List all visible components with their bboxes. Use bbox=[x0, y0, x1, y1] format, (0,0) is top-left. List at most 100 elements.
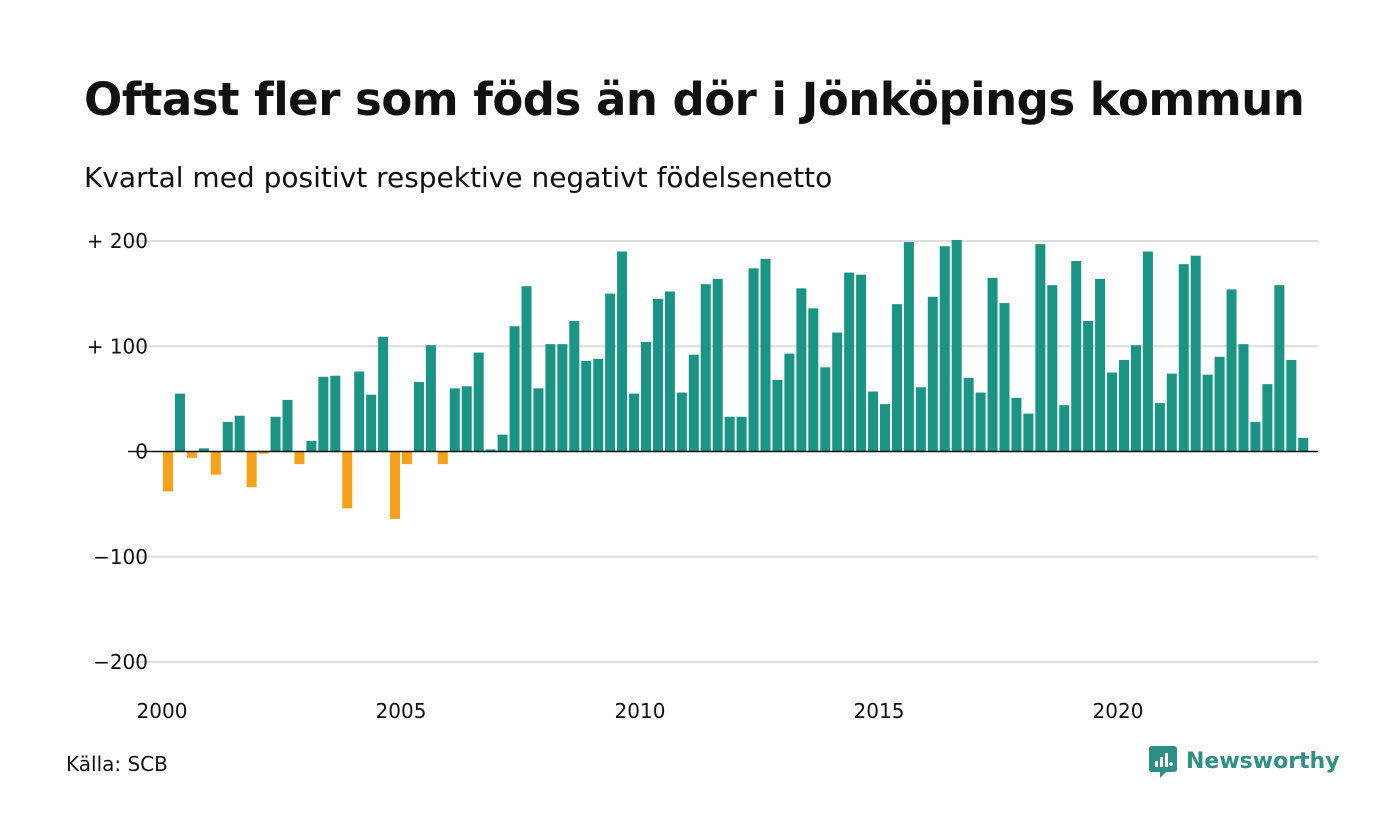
bar bbox=[425, 345, 436, 452]
bar bbox=[1083, 320, 1094, 452]
bar bbox=[258, 451, 269, 454]
bar bbox=[927, 296, 938, 452]
chart-title: Oftast fler som föds än dör i Jönköpings… bbox=[84, 73, 1305, 126]
bar bbox=[868, 391, 879, 452]
bar bbox=[354, 371, 365, 452]
bar bbox=[880, 404, 890, 452]
bar bbox=[545, 344, 556, 452]
bar bbox=[366, 394, 377, 452]
y-tick-label: + 200 bbox=[87, 229, 148, 253]
x-tick-label: 2020 bbox=[1093, 699, 1144, 723]
bar bbox=[210, 451, 221, 475]
bar bbox=[617, 251, 628, 452]
source-note: Källa: SCB bbox=[66, 752, 168, 776]
bar bbox=[234, 415, 245, 452]
bar bbox=[402, 451, 412, 465]
bar bbox=[975, 392, 986, 452]
bar bbox=[760, 258, 771, 452]
bar bbox=[1023, 413, 1034, 452]
bar bbox=[1202, 374, 1213, 452]
bar bbox=[1166, 373, 1177, 452]
bar bbox=[784, 353, 795, 452]
newsworthy-logo-icon bbox=[1149, 746, 1177, 778]
bar bbox=[641, 342, 651, 452]
bar bbox=[569, 320, 580, 452]
y-tick-label: −100 bbox=[93, 545, 148, 569]
bar bbox=[485, 449, 496, 452]
bar bbox=[246, 451, 257, 488]
bar bbox=[1190, 255, 1201, 452]
bar bbox=[856, 274, 867, 452]
bar bbox=[282, 399, 293, 452]
bar bbox=[1214, 356, 1225, 452]
bar bbox=[891, 304, 902, 452]
chart-subtitle: Kvartal med positivt respektive negativt… bbox=[84, 161, 833, 194]
bar bbox=[270, 416, 281, 452]
bar bbox=[1154, 403, 1165, 452]
bar bbox=[1035, 244, 1046, 452]
bar bbox=[1298, 437, 1309, 452]
bar bbox=[1107, 372, 1118, 452]
x-tick-label: 2015 bbox=[854, 699, 905, 723]
bar bbox=[330, 375, 341, 452]
bar bbox=[987, 277, 998, 452]
x-tick-label: 2000 bbox=[137, 699, 188, 723]
bar bbox=[1059, 405, 1070, 452]
bar bbox=[390, 451, 401, 519]
bar bbox=[1274, 285, 1285, 452]
bar bbox=[963, 377, 974, 452]
bar bbox=[473, 352, 484, 452]
bar bbox=[808, 308, 819, 452]
bar bbox=[533, 388, 544, 452]
bar bbox=[605, 293, 616, 452]
bar bbox=[1238, 344, 1249, 452]
bar bbox=[163, 451, 173, 492]
bar bbox=[294, 451, 305, 465]
bar bbox=[820, 367, 831, 452]
gridlines bbox=[133, 240, 1318, 663]
bar bbox=[1095, 278, 1106, 452]
bar bbox=[461, 386, 472, 452]
y-tick-label: + 100 bbox=[87, 334, 148, 358]
bar bbox=[724, 416, 735, 452]
bar bbox=[748, 268, 759, 452]
bar bbox=[915, 387, 926, 452]
bar bbox=[581, 360, 592, 452]
bar bbox=[903, 242, 914, 452]
x-axis-tick-labels: 2000 2005 2010 2015 2020 bbox=[137, 699, 1144, 723]
bar bbox=[198, 448, 209, 452]
bar bbox=[772, 379, 783, 452]
bar bbox=[497, 434, 508, 452]
bar bbox=[222, 422, 233, 452]
bar bbox=[939, 246, 950, 452]
bars bbox=[163, 239, 1309, 519]
bar bbox=[676, 392, 687, 452]
bar bbox=[1071, 261, 1082, 452]
bar bbox=[1119, 359, 1129, 452]
bar bbox=[1262, 384, 1273, 452]
bar bbox=[736, 416, 747, 452]
bar bbox=[593, 358, 604, 452]
bar bbox=[1286, 359, 1297, 452]
bar bbox=[437, 451, 448, 465]
bar bbox=[1178, 264, 1189, 452]
bar bbox=[557, 344, 568, 452]
newsworthy-brand-name: Newsworthy bbox=[1186, 749, 1340, 774]
bar bbox=[318, 376, 329, 452]
newsworthy-logo[interactable]: Newsworthy bbox=[1148, 744, 1340, 780]
bar bbox=[664, 291, 675, 452]
bar bbox=[629, 393, 640, 452]
bar bbox=[449, 388, 460, 452]
bar bbox=[306, 440, 317, 452]
bar bbox=[652, 298, 663, 452]
bar bbox=[796, 288, 807, 452]
bar bbox=[1047, 285, 1058, 452]
bar bbox=[186, 451, 197, 458]
bar bbox=[521, 286, 532, 452]
bar bbox=[688, 354, 699, 452]
x-tick-label: 2005 bbox=[376, 699, 427, 723]
bar bbox=[1250, 422, 1261, 452]
bar bbox=[832, 332, 843, 452]
bar bbox=[378, 336, 389, 452]
